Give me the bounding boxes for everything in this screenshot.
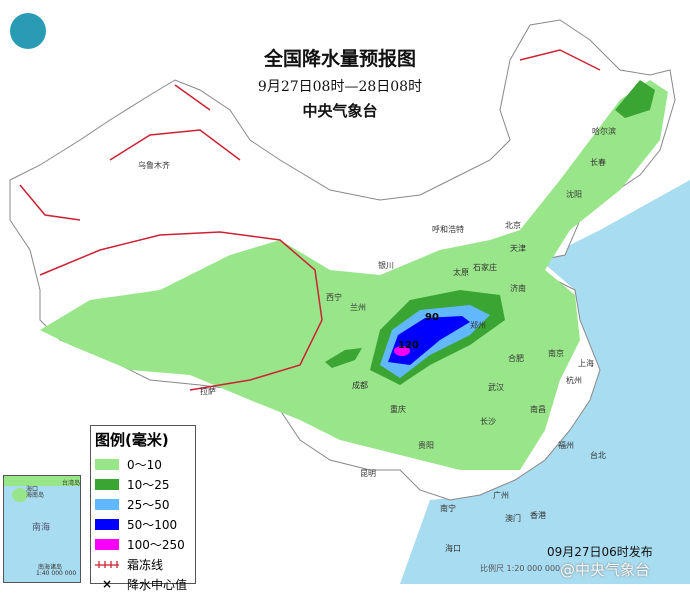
legend-item: 0～10 (95, 454, 191, 474)
city-label: 香港 (530, 511, 546, 520)
city-label: 济南 (510, 284, 526, 293)
sea-area (400, 180, 690, 584)
city-label: 杭州 (566, 376, 582, 385)
legend-item: × 降水中心值 (95, 574, 191, 594)
city-label: 广州 (493, 491, 509, 500)
city-label: 西宁 (326, 293, 342, 302)
legend-item: 10～25 (95, 474, 191, 494)
south-china-sea-inset: 海南岛 海口 台湾岛 南海 南海诸岛 1:40 000 000 (3, 475, 81, 583)
inset-taiwan-label: 台湾岛 (62, 480, 81, 487)
legend: 图例(毫米) 0～10 10～25 25～50 50～100 100～250 霜… (90, 425, 196, 592)
legend-swatch (95, 518, 119, 530)
frost-line-icon (95, 560, 119, 568)
rain-0-10 (40, 80, 668, 470)
city-label: 海口 (445, 544, 461, 553)
legend-title: 图例(毫米) (95, 431, 169, 449)
frost-lines (19, 49, 601, 391)
rain-10-25-ne (615, 80, 655, 118)
city-label: 银川 (378, 261, 394, 270)
forecast-period: 9月27日08时—28日08时 (257, 79, 423, 95)
legend-swatch (95, 458, 119, 470)
inset-hainan (12, 488, 28, 502)
city-label: 哈尔滨 (592, 127, 616, 136)
cross-icon: × (101, 576, 113, 591)
inset-title: 南海诸岛 (38, 564, 63, 571)
map-scale: 比例尺 1:20 000 000 (480, 564, 561, 573)
city-label: 南京 (548, 349, 564, 358)
legend-item: 100～250 (95, 534, 191, 554)
inset-sea-label: 南海 (32, 523, 51, 533)
agency-logo (10, 13, 46, 49)
legend-item: 25～50 (95, 494, 191, 514)
city-label: 上海 (578, 359, 594, 368)
inset-scale: 1:40 000 000 (36, 570, 77, 577)
city-label: 拉萨 (200, 387, 216, 396)
city-label: 台北 (590, 451, 606, 460)
legend-label: 100～250 (127, 537, 185, 552)
rain-10-25-w (325, 348, 362, 368)
legend-label: 0～10 (127, 457, 162, 472)
agency-name: 中央气象台 (302, 102, 378, 120)
legend-swatch (95, 538, 119, 550)
map-title: 全国降水量预报图 (263, 48, 416, 70)
city-label: 长沙 (480, 417, 496, 426)
city-label: 呼和浩特 (432, 225, 464, 234)
inset-land (4, 476, 80, 486)
center-value: 120 (398, 340, 419, 351)
city-label: 沈阳 (566, 190, 582, 199)
legend-label: 25～50 (127, 497, 170, 512)
legend-swatch (95, 498, 119, 510)
city-label: 石家庄 (473, 263, 497, 272)
city-label: 贵阳 (418, 441, 434, 450)
city-label: 澳门 (505, 514, 521, 523)
legend-label: 霜冻线 (127, 557, 164, 572)
legend-swatch (95, 478, 119, 490)
city-label: 南昌 (530, 405, 546, 414)
city-label: 郑州 (470, 321, 486, 330)
inset-city-label: 海口 (26, 486, 39, 493)
city-label: 北京 (505, 221, 521, 230)
inset-island-label: 海南岛 (26, 492, 45, 499)
legend-label: 10～25 (127, 477, 170, 492)
city-label: 昆明 (360, 469, 376, 478)
center-value: 90 (425, 312, 439, 323)
city-label: 重庆 (390, 405, 406, 414)
city-label: 成都 (352, 381, 368, 390)
city-label: 合肥 (508, 354, 524, 363)
issue-time: 09月27日06时发布 (547, 545, 653, 559)
city-label: 天津 (510, 244, 526, 253)
legend-label: 降水中心值 (127, 577, 188, 592)
city-label: 兰州 (350, 303, 366, 312)
legend-item: 霜冻线 (95, 554, 191, 574)
city-label: 乌鲁木齐 (138, 161, 170, 170)
legend-item: 50～100 (95, 514, 191, 534)
city-label: 长春 (590, 158, 606, 167)
city-label: 福州 (558, 441, 574, 450)
legend-label: 50～100 (127, 517, 178, 532)
city-label: 太原 (453, 268, 469, 277)
city-label: 南宁 (440, 504, 456, 513)
rain-100-250 (394, 346, 410, 356)
watermark: @中央气象台 (560, 561, 651, 579)
city-label: 武汉 (488, 383, 504, 392)
